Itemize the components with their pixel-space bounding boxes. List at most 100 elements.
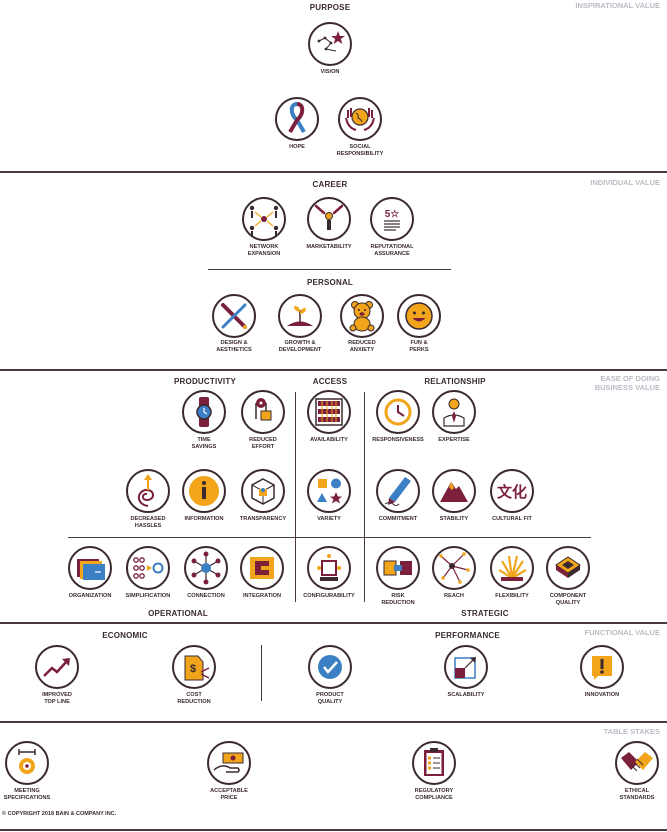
- meeting-specifications-label: MEETING SPECIFICATIONS: [3, 788, 51, 801]
- culture-glyph-icon: 文化: [489, 468, 535, 514]
- product-quality-label: PRODUCT QUALITY: [316, 692, 344, 705]
- section-relationship: RELATIONSHIP: [424, 377, 486, 386]
- economic-performance-divider: [261, 645, 262, 701]
- trend-up-icon: [34, 644, 80, 690]
- operational-strategic-divider: [68, 537, 591, 538]
- tier-table-stakes-label: TABLE STAKES: [603, 727, 660, 736]
- tier-divider-individual: [0, 171, 667, 173]
- access-left-divider: [295, 392, 296, 602]
- globe-hands-icon: [337, 96, 383, 142]
- section-purpose: PURPOSE: [309, 3, 351, 12]
- section-operational: OPERATIONAL: [148, 609, 208, 618]
- tier-functional-label: FUNCTIONAL VALUE: [584, 628, 660, 637]
- smiley-icon: [396, 293, 442, 339]
- copyright: © COPYRIGHT 2018 BAIN & COMPANY INC.: [2, 811, 117, 817]
- teddy-bear-icon: [339, 293, 385, 339]
- tier-divider-functional: [0, 622, 667, 624]
- innovation-icon: [579, 644, 625, 690]
- transparency-label: TRANSPARENCY: [239, 516, 287, 522]
- svg-text:5☆: 5☆: [385, 209, 400, 220]
- scalability-label: SCALABILITY: [447, 692, 485, 698]
- scale-box-icon: [443, 644, 489, 690]
- svg-text:文化: 文化: [497, 483, 527, 501]
- quality-check-icon: [307, 644, 353, 690]
- tangle-arrow-icon: [125, 468, 171, 514]
- decreased-hassles-label: DECREASED HASSLES: [130, 516, 166, 529]
- flex-rays-icon: [489, 545, 535, 591]
- simplification-label: SIMPLIFICATION: [125, 593, 171, 599]
- puzzle-block-icon: [239, 545, 285, 591]
- mountain-icon: [431, 468, 477, 514]
- risk-reduction-label: RISK REDUCTION: [381, 593, 415, 606]
- configure-icon: [306, 545, 352, 591]
- vision-label: VISION: [320, 69, 340, 75]
- career-personal-divider: [208, 269, 451, 270]
- reputation-stars-icon: 5☆: [369, 196, 415, 242]
- reduced-effort-label: REDUCED EFFORT: [249, 437, 277, 450]
- section-access: ACCESS: [312, 377, 348, 386]
- network-expansion-label: NETWORK EXPANSION: [247, 244, 281, 257]
- clock-icon: [375, 389, 421, 435]
- hope-ribbon-icon: [274, 96, 320, 142]
- cost-reduction-label: COST REDUCTION: [177, 692, 211, 705]
- bottom-rule: [0, 829, 667, 831]
- growth-development-label: GROWTH & DEVELOPMENT: [278, 340, 322, 353]
- measure-icon: [4, 740, 50, 786]
- pulley-icon: [240, 389, 286, 435]
- cultural-fit-label: CULTURAL FIT: [492, 516, 532, 522]
- flexibility-label: FLEXIBILITY: [495, 593, 529, 599]
- commitment-label: COMMITMENT: [378, 516, 418, 522]
- time-savings-label: TIME SAVINGS: [191, 437, 217, 450]
- acceptable-price-label: ACCEPTABLE PRICE: [210, 788, 248, 801]
- connection-label: CONNECTION: [187, 593, 225, 599]
- variety-label: VARIETY: [317, 516, 341, 522]
- organization-label: ORGANIZATION: [68, 593, 112, 599]
- price-tag-icon: $: [171, 644, 217, 690]
- tier-ease-label: EASE OF DOING BUSINESS VALUE: [594, 374, 660, 392]
- expertise-label: EXPERTISE: [438, 437, 470, 443]
- shapes-icon: [306, 468, 352, 514]
- tier-divider-table-stakes: [0, 721, 667, 723]
- money-hand-icon: [206, 740, 252, 786]
- improved-top-line-label: IMPROVED TOP LINE: [42, 692, 72, 705]
- marketability-icon: [306, 196, 352, 242]
- sprout-icon: [277, 293, 323, 339]
- handshake-icon: [614, 740, 660, 786]
- regulatory-compliance-label: REGULATORY COMPLIANCE: [414, 788, 454, 801]
- section-career: CAREER: [312, 180, 348, 189]
- simplify-dots-icon: [125, 545, 171, 591]
- clipboard-check-icon: [411, 740, 457, 786]
- transparent-cube-icon: [240, 468, 286, 514]
- watch-icon: [181, 389, 227, 435]
- expert-person-icon: [431, 389, 477, 435]
- ethical-standards-label: ETHICAL STANDARDS: [619, 788, 655, 801]
- vision-icon: [307, 21, 353, 67]
- section-performance: PERFORMANCE: [435, 631, 500, 640]
- hope-label: HOPE: [289, 144, 305, 150]
- network-icon: [241, 196, 287, 242]
- info-icon: [181, 468, 227, 514]
- design-aesthetics-label: DESIGN & AESTHETICS: [216, 340, 252, 353]
- pencil-brush-icon: [211, 293, 257, 339]
- tier-individual-label: INDIVIDUAL VALUE: [590, 178, 660, 187]
- integration-label: INTEGRATION: [242, 593, 282, 599]
- availability-label: AVAILABILITY: [310, 437, 348, 443]
- tier-divider-ease: [0, 369, 667, 371]
- folder-icon: [67, 545, 113, 591]
- component-quality-label: COMPONENT QUALITY: [549, 593, 587, 606]
- svg-text:$: $: [190, 663, 196, 675]
- connection-hub-icon: [183, 545, 229, 591]
- configurability-label: CONFIGURABILITY: [303, 593, 355, 599]
- connector-risk-icon: [375, 545, 421, 591]
- reach-burst-icon: [431, 545, 477, 591]
- responsiveness-label: RESPONSIVENESS: [372, 437, 424, 443]
- stability-label: STABILITY: [439, 516, 469, 522]
- section-personal: PERSONAL: [306, 278, 354, 287]
- information-label: INFORMATION: [184, 516, 224, 522]
- reputational-assurance-label: REPUTATIONAL ASSURANCE: [370, 244, 414, 257]
- social-responsibility-label: SOCIAL RESPONSIBILITY: [336, 144, 384, 157]
- innovation-label: INNOVATION: [584, 692, 620, 698]
- pen-signature-icon: [375, 468, 421, 514]
- section-productivity: PRODUCTIVITY: [174, 377, 236, 386]
- shelves-icon: [306, 389, 352, 435]
